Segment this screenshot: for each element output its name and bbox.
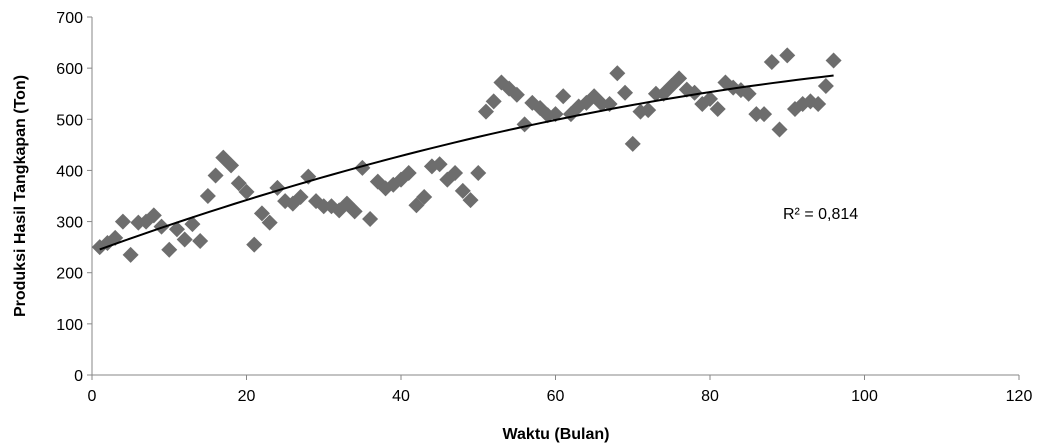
data-point	[609, 65, 626, 82]
data-point	[145, 207, 162, 224]
y-tick-label: 200	[56, 266, 83, 283]
y-tick-label: 600	[56, 61, 83, 78]
y-tick-label: 300	[56, 215, 83, 232]
data-point	[184, 216, 201, 233]
data-point	[122, 246, 139, 263]
trendline	[99, 74, 834, 251]
data-point	[230, 175, 247, 192]
data-point	[470, 164, 487, 181]
data-points	[91, 47, 842, 263]
data-point	[516, 116, 533, 133]
data-point	[817, 78, 834, 95]
data-point	[354, 159, 371, 176]
r-squared-annotation: R² = 0,814	[783, 206, 858, 223]
data-point	[362, 211, 379, 228]
data-point	[238, 183, 255, 200]
x-tick-label: 60	[547, 388, 565, 405]
x-tick-label: 120	[1006, 388, 1033, 405]
data-point	[508, 86, 525, 103]
x-tick-label: 40	[392, 388, 410, 405]
data-point	[192, 233, 209, 250]
y-tick-label: 100	[56, 317, 83, 334]
data-point	[253, 205, 270, 222]
data-point	[176, 231, 193, 248]
data-point	[168, 221, 185, 238]
x-axis-ticks: 0 20 40 60 80 100 120	[88, 375, 1033, 405]
x-tick-label: 80	[701, 388, 719, 405]
data-point	[454, 182, 471, 199]
data-point	[246, 236, 263, 253]
data-point	[779, 47, 796, 64]
data-point	[199, 188, 216, 204]
data-point	[431, 156, 448, 173]
data-point	[153, 218, 170, 235]
x-axis-title: Waktu (Bulan)	[503, 426, 610, 443]
data-point	[269, 179, 286, 196]
data-point	[624, 135, 641, 152]
y-axis-title: Produksi Hasil Tangkapan (Ton)	[12, 75, 29, 317]
y-axis-ticks: 0 100 200 300 400 500 600 700	[56, 10, 92, 385]
data-point	[114, 213, 131, 230]
y-tick-label: 0	[74, 368, 83, 385]
data-point	[501, 80, 518, 97]
data-point	[477, 103, 494, 120]
x-tick-label: 100	[851, 388, 878, 405]
data-point	[671, 70, 688, 87]
data-point	[756, 106, 773, 123]
y-tick-label: 400	[56, 163, 83, 180]
data-point	[261, 214, 278, 231]
data-point	[740, 85, 757, 102]
data-point	[485, 93, 502, 110]
data-point	[447, 164, 464, 181]
data-point	[346, 203, 363, 220]
data-point	[416, 189, 433, 206]
data-point	[825, 52, 842, 69]
data-point	[292, 189, 309, 206]
data-point	[223, 157, 240, 174]
x-tick-label: 20	[238, 388, 256, 405]
data-point	[617, 84, 634, 101]
data-point	[462, 192, 479, 209]
data-point	[686, 84, 703, 101]
data-point	[640, 102, 657, 119]
y-tick-label: 500	[56, 112, 83, 129]
data-point	[709, 101, 726, 118]
y-tick-label: 700	[56, 10, 83, 27]
data-point	[400, 164, 417, 181]
data-point	[555, 88, 572, 105]
data-point	[771, 121, 788, 138]
data-point	[207, 167, 224, 184]
x-tick-label: 0	[88, 388, 97, 405]
data-point	[810, 95, 827, 112]
data-point	[702, 90, 718, 107]
data-point	[161, 241, 178, 258]
data-point	[763, 54, 780, 71]
